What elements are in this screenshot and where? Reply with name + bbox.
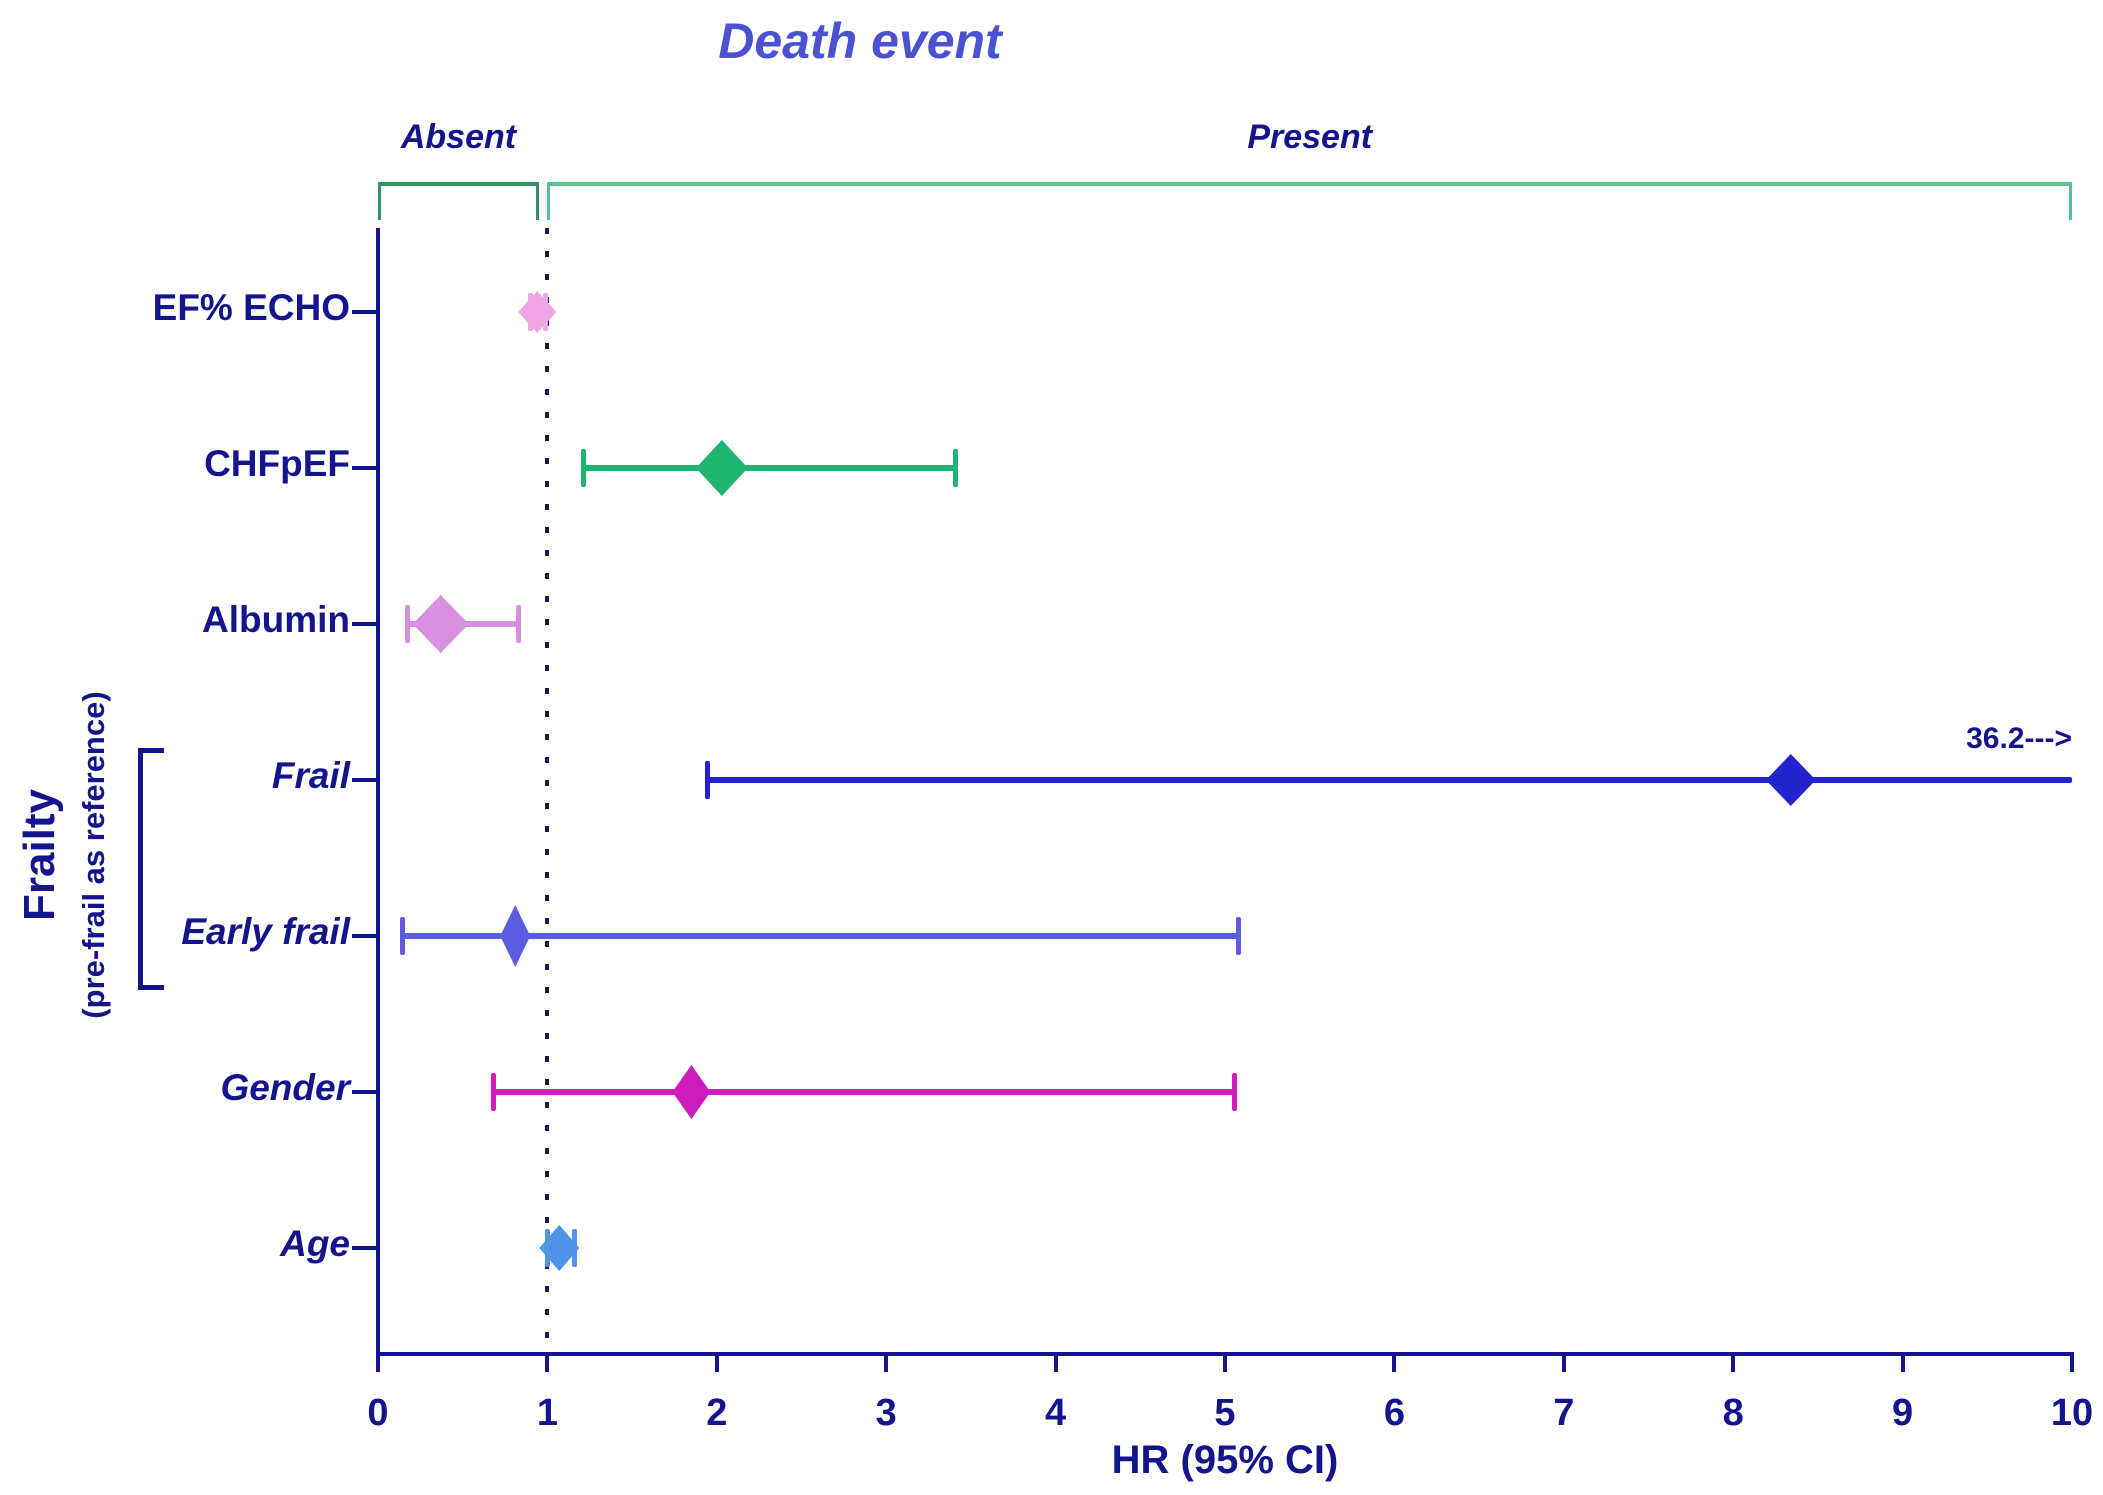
frailty-group-title: Frailty xyxy=(15,788,64,922)
confidence-interval-line xyxy=(493,1089,1236,1095)
ci-cap-left xyxy=(399,917,405,955)
ci-cap-right xyxy=(515,605,521,643)
group-bracket-present xyxy=(547,182,2072,220)
ci-cap-left xyxy=(404,605,410,643)
group-label-present: Present xyxy=(1247,118,1373,156)
x-tick-label-2: 2 xyxy=(706,1392,728,1434)
x-tick-2 xyxy=(714,1354,719,1372)
confidence-interval-line xyxy=(582,465,956,471)
row-label-chfpef: CHFpEF xyxy=(204,443,350,484)
ci-cap-right xyxy=(1232,1073,1238,1111)
reference-line xyxy=(545,228,550,1354)
x-tick-label-0: 0 xyxy=(367,1392,389,1434)
x-tick-9 xyxy=(1900,1354,1905,1372)
frailty-group-bracket xyxy=(138,748,164,990)
y-axis-tick xyxy=(352,934,378,938)
chart-title: Death event xyxy=(718,13,1002,69)
ci-beyond-annotation: 36.2---> xyxy=(1966,722,2072,755)
x-axis-title: HR (95% CI) xyxy=(1111,1438,1339,1482)
x-tick-3 xyxy=(884,1354,889,1372)
row-label-ef-echo: EF% ECHO xyxy=(152,287,350,328)
group-label-absent: Absent xyxy=(400,118,517,156)
ci-cap-left xyxy=(491,1073,497,1111)
x-tick-10 xyxy=(2070,1354,2074,1372)
x-tick-label-9: 9 xyxy=(1892,1392,1914,1434)
x-tick-6 xyxy=(1392,1354,1397,1372)
y-axis-tick xyxy=(352,1246,378,1250)
point-estimate-marker xyxy=(412,595,469,653)
point-estimate-marker xyxy=(1765,754,1816,806)
x-tick-label-3: 3 xyxy=(875,1392,897,1434)
y-axis-tick xyxy=(352,466,378,470)
x-tick-label-5: 5 xyxy=(1214,1392,1236,1434)
x-tick-label-6: 6 xyxy=(1383,1392,1405,1434)
row-label-age: Age xyxy=(280,1223,350,1264)
ci-cap-left xyxy=(704,761,710,799)
row-label-frail: Frail xyxy=(271,755,350,796)
point-estimate-marker xyxy=(695,440,748,496)
y-axis-tick xyxy=(352,778,378,782)
ci-cap-right xyxy=(1235,917,1241,955)
x-tick-8 xyxy=(1731,1354,1736,1372)
ci-cap-left xyxy=(580,449,586,487)
y-axis-tick xyxy=(352,622,378,626)
x-tick-label-1: 1 xyxy=(536,1392,558,1434)
x-tick-1 xyxy=(545,1354,550,1372)
confidence-interval-line xyxy=(706,777,2072,783)
ci-cap-right xyxy=(952,449,958,487)
x-tick-4 xyxy=(1053,1354,1058,1372)
row-label-early-frail: Early frail xyxy=(181,911,350,952)
x-tick-7 xyxy=(1561,1354,1566,1372)
x-tick-label-7: 7 xyxy=(1553,1392,1575,1434)
y-axis-tick xyxy=(352,1090,378,1094)
point-estimate-marker xyxy=(518,291,557,333)
point-estimate-marker xyxy=(672,1065,711,1119)
frailty-group-subtitle: (pre-frail as reference) xyxy=(76,691,111,1019)
y-axis-tick xyxy=(352,310,378,314)
row-label-albumin: Albumin xyxy=(202,599,350,640)
x-tick-5 xyxy=(1223,1354,1227,1372)
confidence-interval-line xyxy=(401,933,1239,939)
group-bracket-absent xyxy=(378,182,539,220)
x-tick-label-10: 10 xyxy=(2050,1392,2094,1434)
x-tick-label-8: 8 xyxy=(1722,1392,1744,1434)
x-tick-0 xyxy=(376,1354,380,1372)
point-estimate-marker xyxy=(500,905,531,967)
x-tick-label-4: 4 xyxy=(1045,1392,1067,1434)
y-axis-line xyxy=(376,228,380,1354)
row-label-gender: Gender xyxy=(220,1067,350,1108)
